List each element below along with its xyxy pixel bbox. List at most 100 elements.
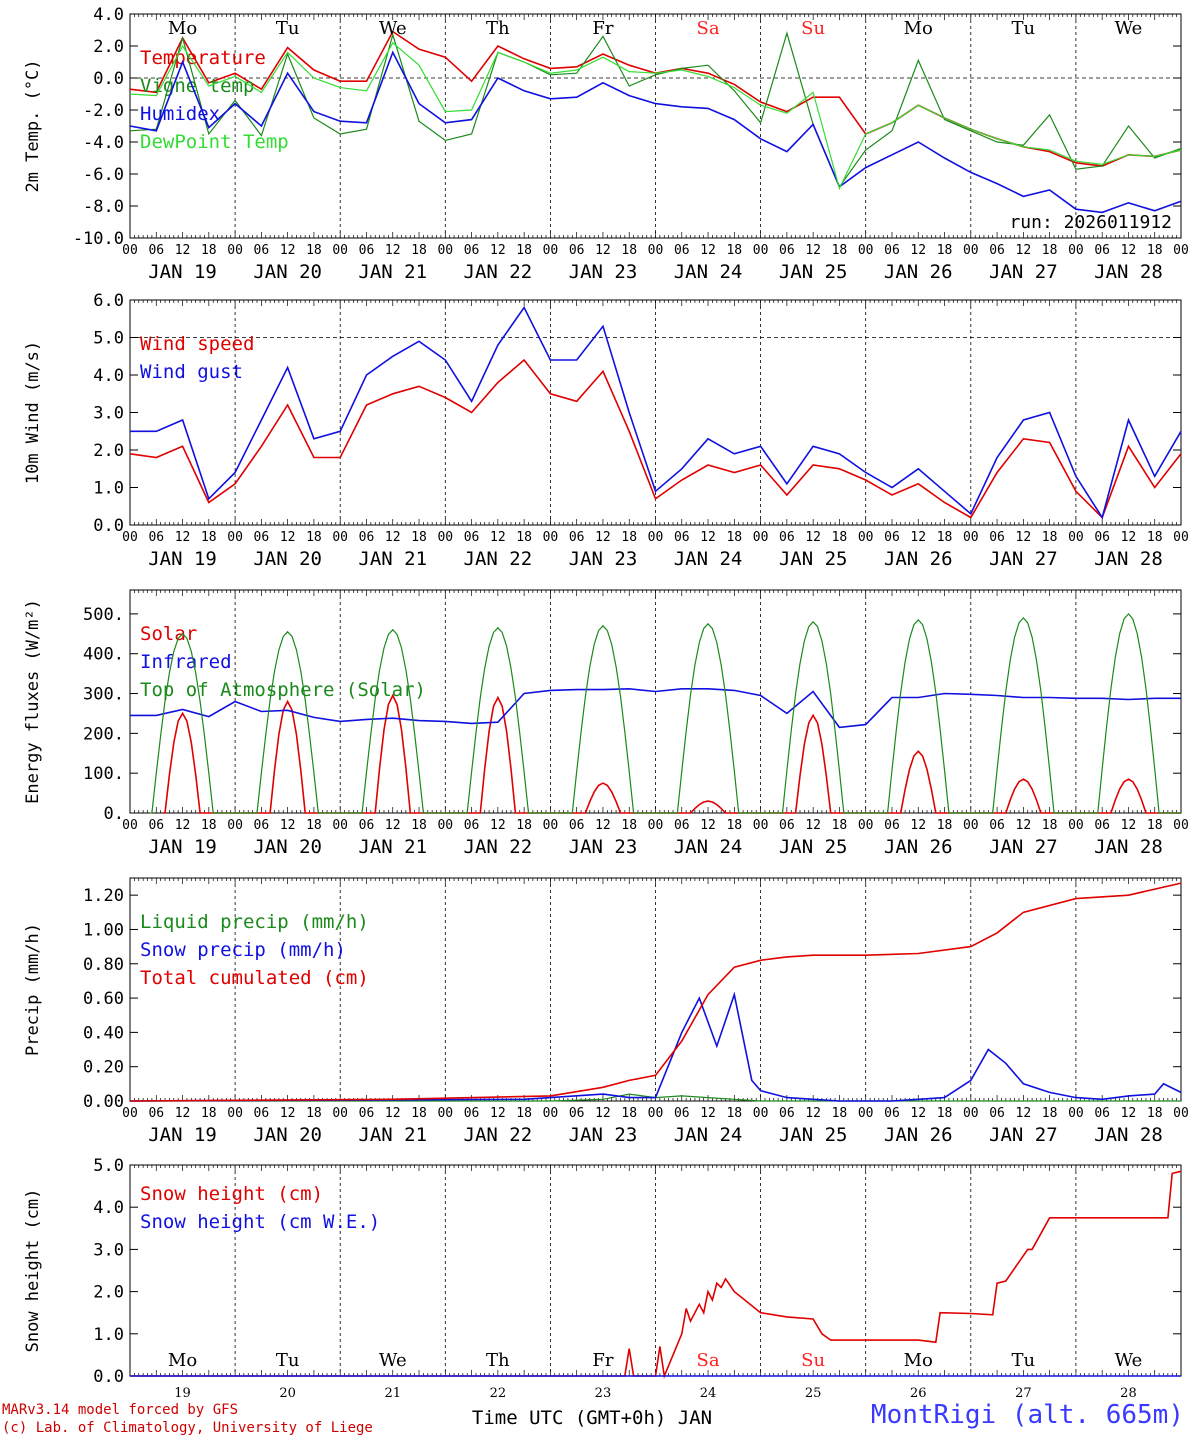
- hour-label: 18: [726, 818, 742, 833]
- hour-label: 18: [937, 530, 953, 545]
- hour-label: 00: [332, 243, 348, 258]
- date-label: JAN 20: [253, 836, 322, 858]
- date-label: JAN 21: [358, 261, 427, 283]
- hour-label: 06: [989, 1106, 1005, 1121]
- hour-label: 12: [910, 1106, 926, 1121]
- hour-label: 12: [385, 818, 401, 833]
- date-label: JAN 22: [464, 1124, 533, 1146]
- y-tick-label: 1.0: [93, 479, 124, 499]
- y-tick-label: 0.40: [83, 1023, 124, 1043]
- hour-label: 06: [779, 243, 795, 258]
- hour-label: 18: [1042, 243, 1058, 258]
- hour-label: 00: [332, 818, 348, 833]
- hour-label: 00: [227, 1106, 243, 1121]
- hour-label: 12: [700, 1106, 716, 1121]
- y-tick-label: -4.0: [83, 133, 124, 153]
- y-tick-label: 1.0: [93, 1325, 124, 1345]
- hour-label: 12: [490, 1106, 506, 1121]
- hour-label: 06: [569, 530, 585, 545]
- legend-entry: Solar: [140, 623, 197, 645]
- date-label: JAN 20: [253, 1124, 322, 1146]
- hour-label: 12: [175, 243, 191, 258]
- legend-entry: Liquid precip (mm/h): [140, 911, 369, 933]
- day-number: 27: [1015, 1386, 1032, 1401]
- hour-label: 06: [779, 1106, 795, 1121]
- series-line-total-cumulated-cm-: [129, 882, 1182, 1102]
- series-line-liquid-precip-mm-h-: [130, 1093, 1181, 1102]
- hour-label: 06: [674, 243, 690, 258]
- date-label: JAN 26: [884, 1124, 953, 1146]
- hour-label: 18: [937, 1106, 953, 1121]
- hour-label: 06: [674, 818, 690, 833]
- y-tick-label: 2.0: [93, 1283, 124, 1303]
- hour-label: 18: [201, 818, 217, 833]
- hour-label: 18: [306, 243, 322, 258]
- hour-label: 18: [201, 243, 217, 258]
- hour-label: 18: [1147, 530, 1163, 545]
- legend-entry: Humidex: [140, 103, 220, 125]
- weekday-label: Mo: [168, 18, 197, 39]
- y-tick-label: 0.00: [83, 1092, 124, 1112]
- y-tick-label: 3.0: [93, 404, 124, 424]
- hour-label: 06: [1094, 1106, 1110, 1121]
- hour-label: 00: [753, 818, 769, 833]
- legend-entry: Vigne temp: [140, 75, 254, 97]
- y-tick-label: -6.0: [83, 165, 124, 185]
- y-tick-label: 300.: [83, 685, 124, 705]
- hour-label: 12: [700, 818, 716, 833]
- hour-label: 00: [858, 243, 874, 258]
- hour-label: 00: [1068, 530, 1084, 545]
- hour-label: 06: [464, 1106, 480, 1121]
- hour-label: 12: [595, 530, 611, 545]
- hour-label: 06: [1094, 243, 1110, 258]
- hour-label: 06: [1094, 530, 1110, 545]
- hour-label: 18: [937, 818, 953, 833]
- hour-label: 00: [648, 1106, 664, 1121]
- hour-label: 06: [359, 243, 375, 258]
- hour-label: 00: [648, 530, 664, 545]
- day-number: 24: [700, 1386, 717, 1401]
- x-axis-title: Time UTC (GMT+0h) JAN: [472, 1407, 712, 1429]
- y-tick-label: 0.0: [93, 69, 124, 89]
- day-number: 23: [595, 1386, 612, 1401]
- y-tick-label: 200.: [83, 724, 124, 744]
- hour-label: 12: [1121, 1106, 1137, 1121]
- hour-label: 18: [306, 1106, 322, 1121]
- legend-entry: DewPoint Temp: [140, 131, 289, 153]
- weekday-label: Tu: [1012, 18, 1036, 39]
- hour-label: 00: [753, 243, 769, 258]
- hour-label: 00: [543, 1106, 559, 1121]
- hour-label: 06: [148, 1106, 164, 1121]
- hour-label: 00: [858, 818, 874, 833]
- date-label: JAN 27: [989, 836, 1058, 858]
- hour-label: 18: [516, 243, 532, 258]
- legend-entry: Infrared: [140, 651, 232, 673]
- hour-label: 06: [254, 530, 270, 545]
- series-line-wind-speed: [129, 358, 1182, 519]
- legend-entry: Snow height (cm): [140, 1183, 323, 1205]
- hour-label: 18: [621, 530, 637, 545]
- hour-label: 12: [175, 530, 191, 545]
- hour-label: 06: [359, 818, 375, 833]
- weekday-label: Tu: [276, 1350, 300, 1371]
- date-label: JAN 24: [674, 548, 743, 570]
- hour-label: 12: [175, 1106, 191, 1121]
- hour-label: 12: [1016, 818, 1032, 833]
- legend-entry: Snow precip (mm/h): [140, 939, 346, 961]
- hour-label: 00: [227, 530, 243, 545]
- weekday-label: Mo: [904, 1350, 933, 1371]
- y-tick-label: 3.0: [93, 1240, 124, 1260]
- hour-label: 18: [1042, 818, 1058, 833]
- y-tick-label: 4.0: [93, 1198, 124, 1218]
- hour-label: 06: [254, 243, 270, 258]
- date-label: JAN 24: [674, 1124, 743, 1146]
- weekday-label: We: [379, 1350, 407, 1371]
- hour-label: 12: [1121, 818, 1137, 833]
- hour-label: 06: [884, 1106, 900, 1121]
- hour-label: 00: [963, 1106, 979, 1121]
- hour-label: 18: [516, 530, 532, 545]
- hour-label: 06: [464, 243, 480, 258]
- hour-label: 12: [385, 243, 401, 258]
- y-tick-label: 2.0: [93, 37, 124, 57]
- date-label: JAN 20: [253, 548, 322, 570]
